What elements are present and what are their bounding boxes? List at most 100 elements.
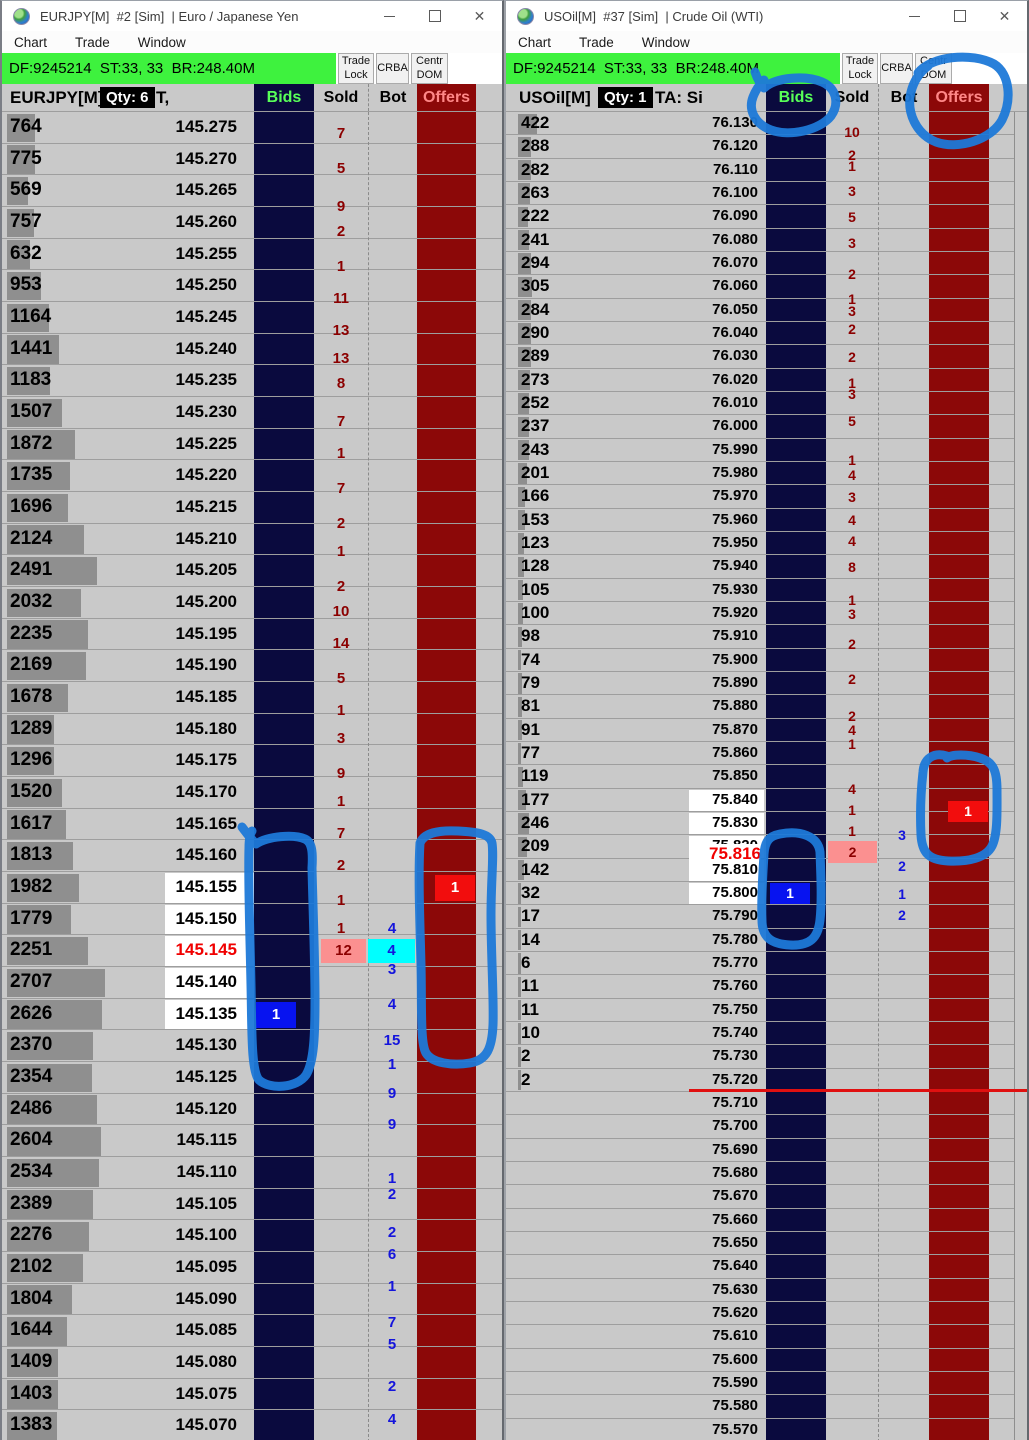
price-cell[interactable]: 76.050 — [712, 300, 758, 318]
price-cell[interactable]: 75.930 — [712, 580, 758, 598]
price-cell[interactable]: 75.580 — [712, 1397, 758, 1415]
price-cell[interactable]: 75.800 — [712, 883, 758, 901]
price-cell[interactable]: 76.110 — [712, 160, 758, 178]
price-cell[interactable]: 75.850 — [712, 767, 758, 785]
price-cell[interactable]: 75.760 — [712, 977, 758, 995]
price-cell[interactable]: 145.255 — [175, 243, 237, 263]
price-cell[interactable]: 145.080 — [175, 1352, 237, 1371]
price-cell[interactable]: 145.275 — [175, 117, 237, 136]
price-cell[interactable]: 75.940 — [712, 557, 758, 575]
price-cell[interactable]: 145.090 — [175, 1288, 237, 1308]
price-cell[interactable]: 75.610 — [712, 1327, 758, 1345]
price-cell[interactable]: 145.110 — [176, 1162, 237, 1181]
working-sell-order[interactable]: 1 — [435, 874, 475, 901]
price-cell[interactable]: 75.750 — [712, 1000, 758, 1018]
price-cell[interactable]: 145.115 — [176, 1130, 237, 1150]
price-cell[interactable]: 76.030 — [712, 347, 758, 365]
offers-column-header[interactable]: Offers — [417, 84, 476, 111]
price-cell[interactable]: 75.720 — [712, 1070, 758, 1088]
price-cell[interactable]: 145.130 — [175, 1035, 237, 1055]
price-cell[interactable]: 75.730 — [712, 1047, 758, 1065]
price-cell[interactable]: 75.590 — [712, 1373, 758, 1391]
qty-badge[interactable]: Qty: 6 — [100, 87, 155, 108]
price-cell[interactable]: 145.135 — [175, 1003, 237, 1023]
price-cell[interactable]: 145.205 — [175, 560, 237, 580]
price-cell[interactable]: 145.190 — [175, 655, 237, 675]
price-cell[interactable]: 75.830 — [712, 813, 758, 831]
price-cell[interactable]: 75.640 — [712, 1257, 758, 1275]
price-cell[interactable]: 75.890 — [712, 673, 758, 691]
minimize-button[interactable] — [892, 1, 937, 31]
close-button[interactable]: ✕ — [473, 7, 486, 24]
titlebar[interactable]: USOil[M] #37 [Sim] | Crude Oil (WTI) ✕ — [506, 1, 1027, 31]
menu-trade[interactable]: Trade — [75, 34, 110, 50]
trade-lock-button[interactable]: Trade Lock — [338, 53, 374, 84]
price-cell[interactable]: 145.105 — [175, 1193, 237, 1213]
price-cell[interactable]: 75.780 — [712, 930, 758, 948]
price-cell[interactable]: 145.170 — [175, 782, 237, 801]
price-cell[interactable]: 75.910 — [712, 627, 758, 645]
price-cell[interactable]: 145.210 — [175, 528, 237, 548]
price-cell[interactable]: 75.980 — [712, 463, 758, 481]
price-cell[interactable]: 145.260 — [175, 212, 237, 231]
price-cell[interactable]: 76.090 — [712, 207, 758, 225]
price-cell[interactable]: 145.155 — [175, 877, 237, 896]
price-cell[interactable]: 145.140 — [175, 972, 237, 991]
working-buy-order[interactable]: 1 — [256, 1001, 296, 1028]
price-cell[interactable]: 145.165 — [175, 813, 237, 833]
centr-dom-button[interactable]: Centr DOM — [411, 53, 448, 84]
bids-column-header[interactable]: Bids — [766, 84, 826, 111]
price-cell[interactable]: 145.240 — [175, 338, 237, 358]
price-cell[interactable]: 145.200 — [175, 592, 237, 611]
price-cell[interactable]: 76.040 — [712, 323, 758, 341]
price-cell[interactable]: 75.620 — [712, 1303, 758, 1321]
price-cell[interactable]: 75.870 — [712, 720, 758, 738]
menu-chart[interactable]: Chart — [14, 34, 48, 50]
price-cell[interactable]: 76.080 — [712, 230, 758, 248]
menu-trade[interactable]: Trade — [579, 34, 614, 50]
price-cell[interactable]: 75.650 — [712, 1233, 758, 1251]
price-cell[interactable]: 76.070 — [712, 253, 758, 271]
offers-column-header[interactable]: Offers — [929, 84, 989, 111]
price-cell[interactable]: 75.740 — [712, 1023, 758, 1041]
price-cell[interactable]: 75.970 — [712, 487, 758, 505]
trade-lock-button[interactable]: Trade Lock — [842, 53, 878, 84]
price-cell[interactable]: 75.990 — [712, 440, 758, 458]
price-cell[interactable]: 145.230 — [175, 402, 237, 421]
price-cell[interactable]: 75.570 — [712, 1420, 758, 1438]
price-cell[interactable]: 76.010 — [712, 393, 758, 411]
bids-column-header[interactable]: Bids — [254, 84, 314, 111]
price-cell[interactable]: 75.770 — [712, 953, 758, 971]
price-cell[interactable]: 145.250 — [175, 275, 237, 295]
menu-chart[interactable]: Chart — [518, 34, 552, 50]
price-cell[interactable]: 76.020 — [712, 370, 758, 388]
menu-window[interactable]: Window — [137, 34, 186, 50]
price-cell[interactable]: 75.920 — [712, 603, 758, 621]
price-cell[interactable]: 145.160 — [175, 845, 237, 865]
price-cell[interactable]: 145.270 — [175, 148, 237, 168]
centr-dom-button[interactable]: Centr DOM — [915, 53, 952, 84]
price-cell[interactable]: 75.700 — [712, 1117, 758, 1135]
price-cell[interactable]: 145.235 — [175, 370, 237, 390]
price-cell[interactable]: 145.195 — [175, 623, 237, 643]
price-cell[interactable]: 145.150 — [175, 908, 237, 928]
price-cell[interactable]: 75.670 — [712, 1187, 758, 1205]
crba-button[interactable]: CRBA — [880, 53, 913, 84]
price-cell[interactable]: 145.070 — [175, 1415, 237, 1435]
price-cell[interactable]: 75.680 — [712, 1163, 758, 1181]
maximize-button[interactable] — [412, 1, 457, 31]
price-cell[interactable]: 145.095 — [175, 1257, 237, 1276]
working-buy-order[interactable]: 1 — [770, 883, 810, 905]
price-cell[interactable]: 75.950 — [712, 533, 758, 551]
maximize-button[interactable] — [937, 1, 982, 31]
price-cell[interactable]: 75.660 — [712, 1210, 758, 1228]
price-cell[interactable]: 75.900 — [712, 650, 758, 668]
price-cell[interactable]: 76.000 — [712, 417, 758, 435]
price-cell[interactable]: 145.125 — [175, 1067, 237, 1086]
price-cell[interactable]: 75.860 — [712, 743, 758, 761]
price-cell[interactable]: 75.790 — [712, 907, 758, 925]
price-cell[interactable]: 145.225 — [175, 433, 237, 453]
price-cell[interactable]: 76.130 — [712, 114, 758, 131]
bids-column[interactable] — [766, 112, 826, 1440]
price-cell[interactable]: 145.245 — [175, 307, 237, 326]
